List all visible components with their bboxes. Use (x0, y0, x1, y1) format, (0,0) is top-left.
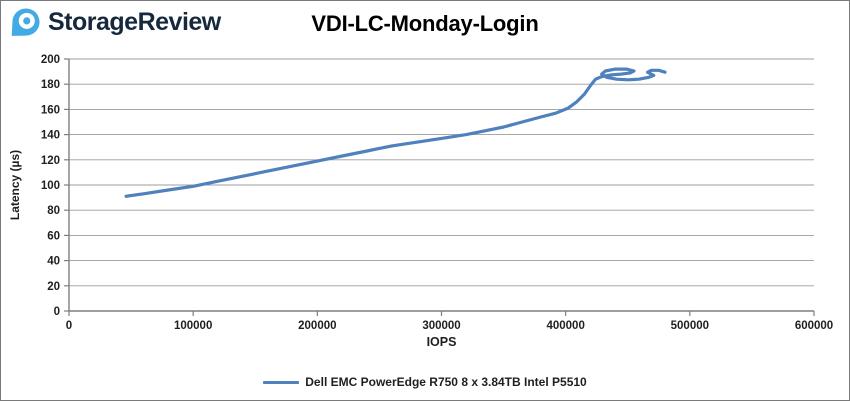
legend-series-label: Dell EMC PowerEdge R750 8 x 3.84TB Intel… (305, 375, 587, 389)
y-tick-label: 140 (41, 130, 60, 142)
y-tick-label: 180 (41, 79, 60, 91)
legend-line-swatch (263, 380, 300, 384)
y-tick-label: 0 (54, 306, 60, 318)
y-tick-label: 120 (41, 155, 60, 167)
x-axis-title: IOPS (426, 335, 457, 349)
x-tick-label: 100000 (174, 320, 212, 332)
chart-title: VDI-LC-Monday-Login (311, 11, 539, 36)
y-tick-label: 60 (47, 230, 60, 242)
x-tick-label: 200000 (298, 320, 336, 332)
y-tick-label: 80 (47, 205, 60, 217)
y-tick-label: 20 (47, 281, 60, 293)
x-tick-label: 400000 (546, 320, 584, 332)
brand-name: StorageReview (48, 8, 221, 36)
x-tick-label: 0 (66, 320, 72, 332)
x-tick-label: 600000 (795, 320, 833, 332)
series-line (124, 67, 667, 198)
brand: StorageReview (10, 7, 221, 38)
storagereview-logo-icon (11, 8, 40, 36)
y-tick-label: 100 (41, 180, 60, 192)
y-tick-label: 40 (47, 256, 60, 268)
y-tick-label: 200 (41, 54, 60, 66)
x-tick-label: 300000 (422, 320, 460, 332)
y-tick-label: 160 (41, 104, 60, 116)
legend: Dell EMC PowerEdge R750 8 x 3.84TB Intel… (1, 375, 849, 389)
y-axis-title: Latency (µs) (8, 149, 22, 221)
x-tick-label: 500000 (671, 320, 709, 332)
